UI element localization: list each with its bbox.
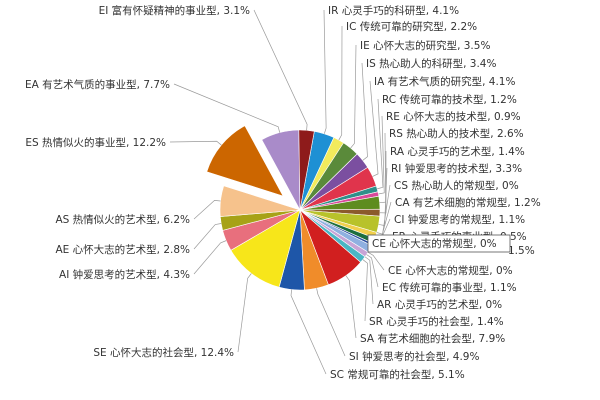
hover-tooltip-box [367,234,511,253]
leader-line-rc-5 [377,98,384,190]
leader-line-sr-18 [362,259,368,322]
slice-label-ic-1: IC 传统可靠的研究型, 2.2% [346,20,477,33]
slice-label-as-25: AS 热情似火的艺术型, 6.2% [55,213,190,226]
slice-label-ei-28: EI 富有怀疑精神的事业型, 3.1% [99,4,250,17]
hover-tooltip: CE 心怀大志的常规型, 0% [367,234,511,253]
slice-label-ce-15: CE 心怀大志的常规型, 0% [388,264,513,277]
slice-label-sc-21: SC 常规可靠的社会型, 5.1% [330,368,465,381]
slice-label-is-3: IS 热心助人的科研型, 3.4% [366,57,496,70]
pie-slice-es-26[interactable] [206,125,284,197]
leader-line-ea-27 [173,83,281,133]
leader-line-ar-17 [364,256,374,305]
slice-labels: IR 心灵手巧的科研型, 4.1% IC 传统可靠的研究型, 2.2% IE 心怀大… [25,4,541,381]
slice-label-ae-24: AE 心怀大志的艺术型, 2.8% [55,243,190,256]
slice-label-ra-8: RA 心灵手巧的艺术型, 1.4% [390,145,525,158]
slice-label-ca-11: CA 有艺术细胞的常规型, 1.2% [395,196,541,209]
slice-label-ec-16: EC 传统可靠的事业型, 1.1% [382,281,517,294]
hover-tooltip-text: CE 心怀大志的常规型, 0% [372,237,497,250]
slice-label-sa-19: SA 有艺术细胞的社会型, 7.9% [360,332,505,345]
slice-label-15-14: 1.5% [508,245,535,257]
leader-line-ec-16 [366,254,379,288]
leader-line-is-3 [361,62,368,161]
leader-line-sc-21 [290,289,327,375]
slice-label-ai-23: AI 钟爱思考的艺术型, 4.3% [59,268,190,281]
leader-line-es-26 [169,140,222,146]
pie-slice-as-25[interactable] [219,185,301,217]
slice-label-cs-10: CS 热心助人的常规型, 0% [394,179,519,192]
slice-label-ci-12: CI 钟爱思考的常规型, 1.1% [394,213,525,226]
slice-label-ir-0: IR 心灵手巧的科研型, 4.1% [328,4,459,17]
slice-label-si-20: SI 钟爱思考的社会型, 4.9% [349,350,479,363]
leader-line-ai-23 [193,240,227,275]
slice-label-ar-17: AR 心灵手巧的艺术型, 0% [377,298,502,311]
leader-line-as-25 [193,199,221,220]
leader-line-si-20 [316,288,346,357]
pie-slice-se-22[interactable] [230,209,301,288]
leader-line-ae-24 [193,223,222,250]
slice-label-es-26: ES 热情似火的事业型, 12.2% [25,136,166,149]
leader-line-re-6 [378,115,385,195]
pie-slice-ei-28[interactable] [298,129,315,211]
slice-label-re-6: RE 心怀大志的技术型, 0.9% [386,110,521,123]
leader-line-ir-0 [323,9,327,134]
leader-line-ei-28 [253,9,308,131]
leader-line-ie-2 [350,44,357,149]
slice-label-rc-5: RC 传统可靠的技术型, 1.2% [382,93,517,106]
slice-label-rs-7: RS 热心助人的技术型, 2.6% [389,127,524,140]
slice-label-ea-27: EA 有艺术气质的事业型, 7.7% [25,78,170,91]
slice-label-ia-4: IA 有艺术气质的研究型, 4.1% [374,75,515,88]
pie-slices [206,125,381,291]
leader-line-ic-1 [338,25,343,141]
leader-line-sa-19 [345,275,357,339]
slice-label-ri-9: RI 钟爱思考的技术型, 3.3% [391,162,522,175]
slice-label-sr-18: SR 心灵手巧的社会型, 1.4% [369,315,504,328]
leader-line-ce-15 [367,251,385,271]
leader-line-ia-4 [369,80,379,177]
leader-line-se-22 [237,273,252,353]
slice-label-ie-2: IE 心怀大志的研究型, 3.5% [360,39,490,52]
slice-label-se-22: SE 心怀大志的社会型, 12.4% [93,346,234,359]
